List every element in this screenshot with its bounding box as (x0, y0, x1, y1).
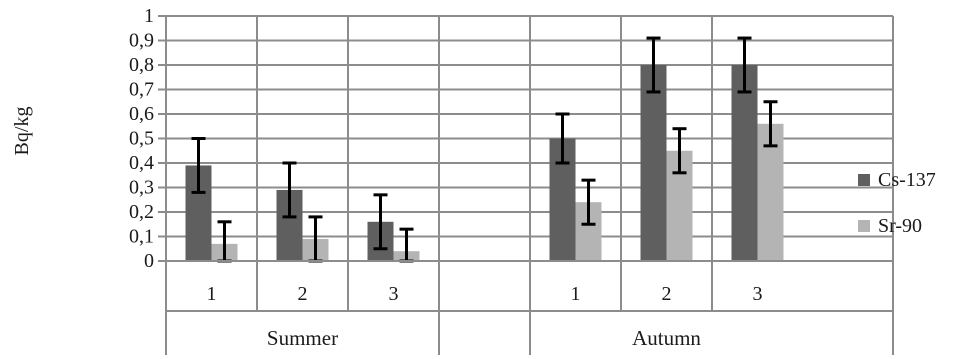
y-tick-label: 0,2 (129, 201, 154, 223)
x-tick-label: 3 (389, 283, 399, 305)
x-tick-label: 2 (298, 283, 308, 305)
group-label: Summer (267, 326, 338, 350)
y-tick-label: 0,4 (129, 152, 154, 174)
y-axis-title: Bq/kg (11, 107, 33, 156)
y-tick-label: 0,8 (129, 54, 154, 76)
x-tick-label: 3 (753, 283, 763, 305)
x-tick-label: 2 (662, 283, 672, 305)
grid-lines (166, 15, 894, 261)
y-tick-labels: 00,1 0,20,3 0,40,5 0,60,7 0,80,9 1 (129, 5, 154, 272)
y-tick-label: 0,7 (129, 79, 154, 101)
y-tick-label: 0,5 (129, 128, 154, 150)
legend-label: Cs-137 (878, 169, 936, 191)
legend-swatch (858, 174, 870, 186)
y-tick-label: 1 (144, 5, 154, 27)
y-tick-label: 0,3 (129, 177, 154, 199)
x-tick-label: 1 (207, 283, 217, 305)
category-labels: Summer Autumn 1 2 3 1 2 3 (207, 283, 763, 350)
legend-label: Sr-90 (878, 215, 922, 237)
bar-cs-137 (640, 65, 667, 261)
y-tick-label: 0 (144, 250, 154, 272)
legend: Cs-137 Sr-90 (858, 169, 936, 237)
x-tick-label: 1 (571, 283, 581, 305)
y-tick-label: 0,9 (129, 30, 154, 52)
y-tick-label: 0,1 (129, 226, 154, 248)
error-bars (191, 36, 778, 263)
y-tick-label: 0,6 (129, 103, 154, 125)
bar-cs-137 (731, 65, 758, 261)
group-label: Autumn (632, 326, 701, 350)
axes (158, 15, 894, 355)
legend-swatch (858, 220, 870, 232)
